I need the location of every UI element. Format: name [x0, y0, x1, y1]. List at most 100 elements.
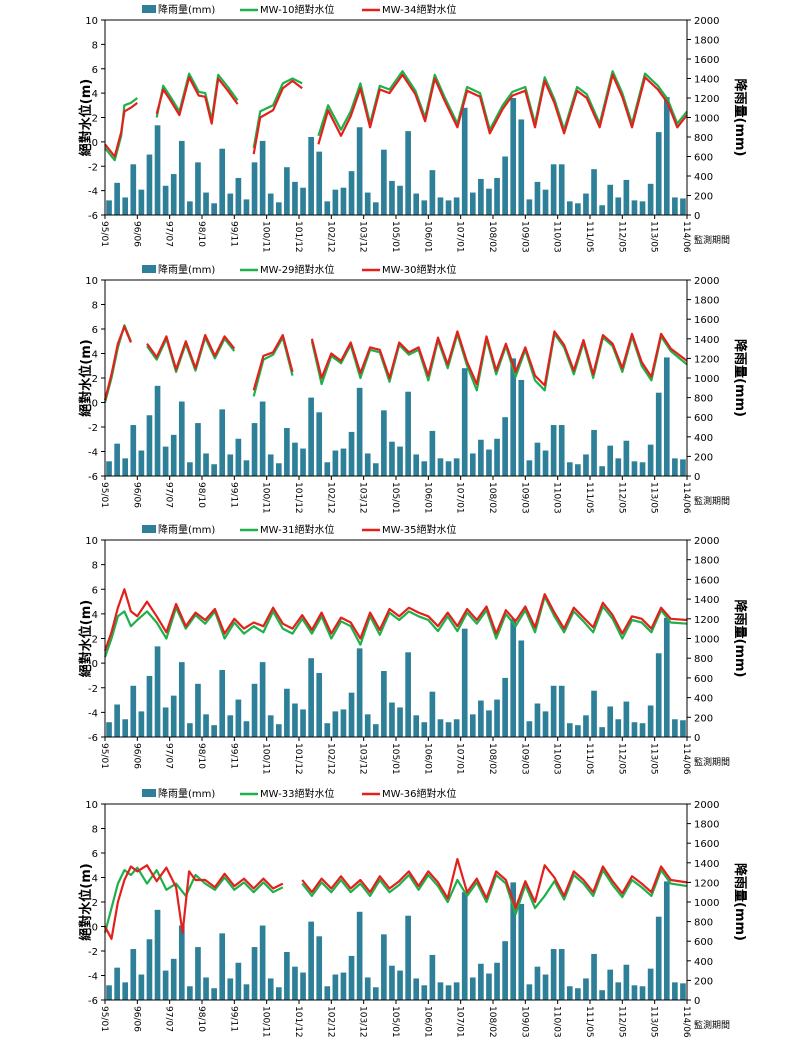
y2-tick-label: 200: [694, 452, 713, 463]
y2-tick-label: 600: [694, 937, 713, 948]
y2-tick-label: 200: [694, 713, 713, 724]
y-tick-label: -6: [88, 733, 98, 744]
rain-bar: [308, 658, 314, 737]
rain-bar: [478, 439, 484, 476]
rain-bar: [566, 201, 573, 215]
rain-bar: [170, 695, 177, 737]
rain-bar: [461, 107, 468, 215]
rain-bar: [469, 714, 476, 737]
rain-bar: [106, 985, 112, 1000]
y2-axis-title: 降雨量(mm): [732, 339, 748, 417]
x-tick-label: 112/05: [616, 1006, 626, 1038]
rain-bar: [187, 723, 193, 737]
rain-bar: [615, 458, 622, 476]
rain-bar: [356, 648, 363, 737]
rain-bar: [187, 462, 193, 476]
x-tick-label: 107/01: [455, 1006, 465, 1038]
rain-bar: [227, 193, 234, 215]
y2-axis-title: 降雨量(mm): [732, 79, 748, 157]
rain-bar: [639, 986, 646, 1000]
rain-bar: [114, 443, 120, 476]
rain-bar: [453, 982, 460, 1000]
rain-bar: [510, 618, 517, 737]
rain-bar: [486, 710, 492, 737]
x-tick-label: 95/01: [99, 1006, 109, 1032]
y2-tick-label: 800: [694, 918, 713, 929]
rain-bar: [340, 448, 347, 476]
rain-bar: [397, 707, 403, 737]
rain-bar: [203, 977, 209, 1000]
rain-bar: [195, 423, 201, 476]
rain-bar: [558, 685, 565, 737]
rain-bar: [558, 425, 565, 476]
rain-bar: [469, 453, 476, 476]
y-tick-label: 0: [92, 659, 98, 670]
y-axis-title: 絕對水位(m): [78, 600, 94, 677]
rain-bar: [397, 970, 403, 1000]
x-tick-label: 106/01: [422, 221, 432, 253]
rain-bar: [599, 727, 605, 737]
rain-bar: [413, 715, 420, 737]
rain-bar: [405, 652, 411, 737]
series-line-2: [103, 588, 688, 652]
rain-bar: [114, 182, 120, 215]
y2-tick-label: 1000: [694, 898, 719, 909]
rain-bar: [591, 690, 597, 737]
rain-bar: [437, 719, 444, 737]
rain-bar: [364, 192, 371, 215]
y2-tick-label: 1600: [694, 575, 719, 586]
x-tick-label: 103/12: [358, 1006, 368, 1038]
rain-bar: [348, 171, 355, 216]
rain-bar: [300, 187, 306, 215]
rain-bar: [478, 963, 484, 1000]
rain-bar: [672, 197, 678, 215]
rain-bar: [575, 464, 581, 476]
rain-bar: [526, 721, 533, 737]
x-tick-label: 103/12: [358, 482, 368, 514]
rain-bar: [267, 715, 274, 737]
x-axis-title: 監測期間: [694, 495, 730, 507]
rain-bar: [267, 193, 274, 215]
rain-bar: [518, 903, 525, 1000]
rain-bar: [389, 441, 395, 476]
rain-bar: [146, 675, 153, 737]
rain-bar: [235, 177, 242, 215]
rain-bar: [550, 685, 557, 737]
rain-bar: [429, 954, 436, 1000]
y-tick-label: -4: [88, 708, 98, 719]
rain-bar: [421, 461, 428, 476]
rain-bar: [267, 978, 274, 1000]
legend-label-red: MW-35絕對水位: [382, 523, 456, 536]
rain-bar: [340, 187, 347, 215]
rain-bar: [284, 951, 290, 1000]
rain-bar: [591, 953, 597, 1000]
x-tick-label: 95/01: [99, 743, 109, 769]
rain-bar: [655, 132, 662, 216]
x-tick-label: 114/06: [681, 221, 691, 253]
plot-frame: [104, 803, 688, 1001]
legend-label-red: MW-34絕對水位: [382, 3, 456, 16]
rain-bar: [502, 417, 508, 476]
x-tick-label: 108/02: [487, 1006, 497, 1038]
rain-bar: [324, 723, 331, 737]
y2-tick-label: 200: [694, 192, 713, 203]
x-tick-label: 103/12: [358, 221, 368, 253]
rain-bar: [405, 131, 411, 215]
rain-bar: [203, 714, 209, 737]
rain-bar: [292, 966, 298, 1000]
rain-bar: [421, 200, 428, 216]
rain-bar: [275, 724, 282, 737]
legend-swatch-rain: [142, 789, 156, 797]
rain-bar: [340, 709, 347, 737]
rain-bar: [680, 720, 686, 737]
rain-bar: [114, 704, 120, 737]
rain-bar: [130, 425, 137, 476]
rain-bar: [461, 892, 468, 1000]
rain-bar: [300, 709, 306, 737]
rain-bar: [478, 178, 484, 215]
rain-bar: [251, 162, 258, 215]
rain-bar: [486, 188, 492, 215]
rain-bar: [437, 197, 444, 215]
rain-bar: [356, 127, 363, 215]
